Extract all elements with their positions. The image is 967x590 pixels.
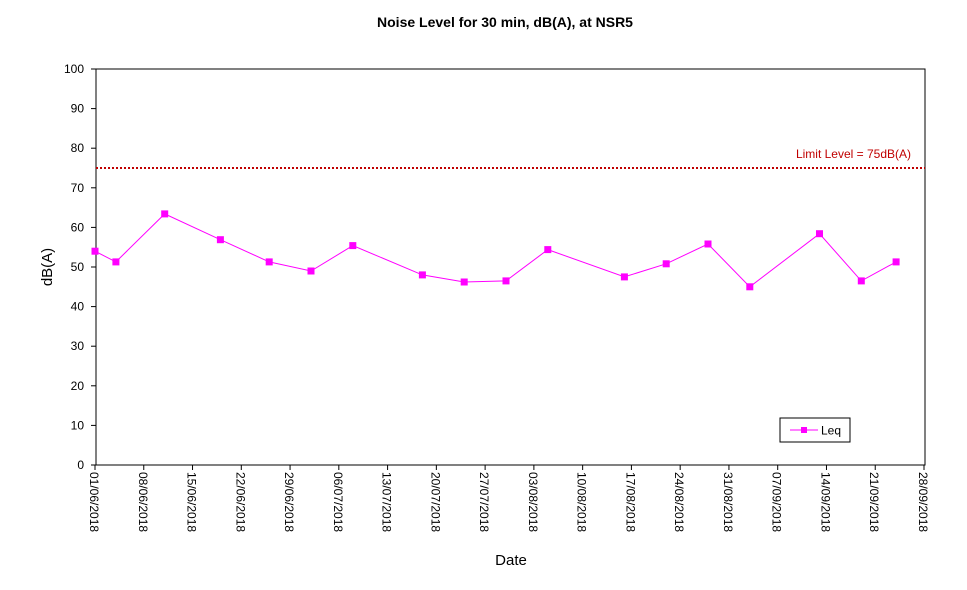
y-tick-label: 50 [71,260,85,274]
series-group [91,210,900,291]
y-tick-label: 20 [71,379,85,393]
data-point [91,247,99,255]
legend-label-leq: Leq [821,424,841,438]
data-point [704,240,712,248]
data-point [620,273,628,281]
y-tick-label: 30 [71,339,85,353]
data-point [307,267,315,275]
legend: Leq [779,417,851,443]
x-tick-label: 01/06/2018 [87,472,101,532]
y-tick-label: 70 [71,181,85,195]
x-tick-label: 17/08/2018 [623,472,637,532]
x-tick-label: 06/07/2018 [331,472,345,532]
y-axis: 0 10 20 30 40 50 60 70 80 90 100 [64,62,96,472]
y-tick-label: 100 [64,62,84,76]
x-axis: 01/06/2018 08/06/2018 15/06/2018 22/06/2018… [87,465,930,532]
chart-title: Noise Level for 30 min, dB(A), at NSR5 [377,14,633,30]
x-tick-label: 14/09/2018 [818,472,832,532]
data-point [460,278,468,286]
y-axis-label: dB(A) [39,248,56,286]
data-point [265,258,273,266]
y-tick-label: 40 [71,300,85,314]
data-point [112,258,120,266]
x-tick-label: 24/08/2018 [672,472,686,532]
data-point [418,271,426,279]
x-tick-label: 13/07/2018 [380,472,394,532]
legend-marker-leq [801,427,807,433]
x-tick-label: 07/09/2018 [770,472,784,532]
y-tick-label: 60 [71,220,85,234]
x-tick-label: 20/07/2018 [428,472,442,532]
y-tick-label: 0 [77,458,84,472]
data-point [857,277,865,285]
x-tick-label: 21/09/2018 [867,472,881,532]
data-point [544,246,552,254]
x-tick-label: 15/06/2018 [185,472,199,532]
x-tick-label: 28/09/2018 [916,472,930,532]
data-point [746,283,754,291]
x-tick-label: 08/06/2018 [136,472,150,532]
data-point [502,277,510,285]
limit-level-label: Limit Level = 75dB(A) [796,147,911,161]
data-point [216,236,224,244]
data-point [892,258,900,266]
x-tick-label: 31/08/2018 [721,472,735,532]
x-tick-label: 27/07/2018 [477,472,491,532]
x-tick-label: 10/08/2018 [575,472,589,532]
x-tick-label: 22/06/2018 [233,472,247,532]
x-tick-label: 03/08/2018 [526,472,540,532]
limit-level-group: Limit Level = 75dB(A) [96,147,925,169]
x-axis-label: Date [495,552,527,569]
y-tick-label: 10 [71,418,85,432]
series-line-leq [94,213,897,288]
data-point [161,210,169,218]
data-point [349,242,357,250]
data-point [816,230,823,238]
plot-area [95,68,926,466]
y-tick-label: 80 [71,141,85,155]
data-point [662,260,670,268]
y-tick-label: 90 [71,102,85,116]
x-tick-label: 29/06/2018 [282,472,296,532]
